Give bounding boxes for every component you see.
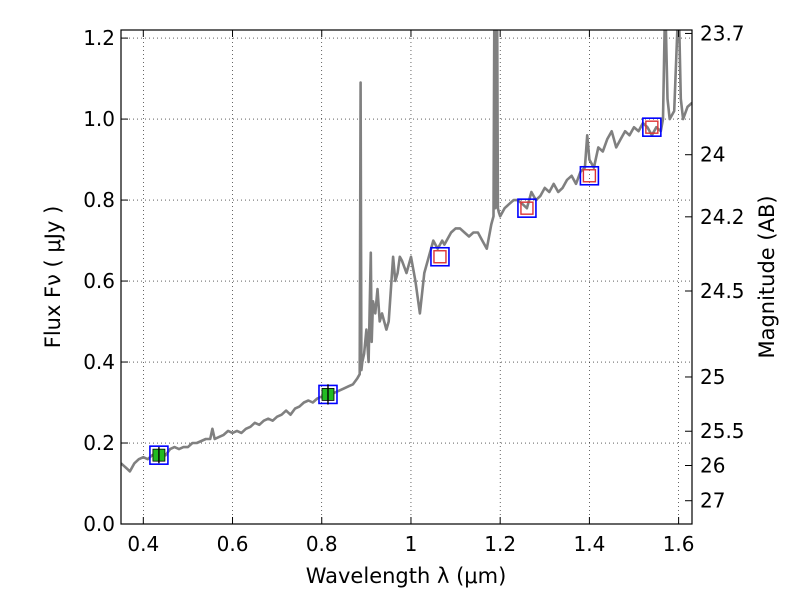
band-box-marker — [642, 117, 662, 137]
model-band-marker — [433, 250, 447, 264]
y-axis-label: Flux Fν ( μJy ) — [41, 206, 65, 349]
y-tick-label: 1.2 — [83, 26, 115, 50]
y-tick-label: 0.6 — [83, 269, 115, 293]
y2-tick-label: 25.5 — [700, 419, 745, 443]
model-band-marker — [645, 120, 659, 134]
plot-background — [121, 30, 692, 524]
x-axis-label: Wavelength λ (μm) — [306, 564, 507, 588]
plot-frame — [120, 29, 693, 525]
model-spectrum-line — [121, 30, 692, 473]
y-tick-label: 0.0 — [83, 512, 115, 536]
model-band-marker — [582, 169, 597, 183]
model-band-marker — [520, 201, 534, 215]
x-tick-label: 0.4 — [127, 532, 159, 556]
axis-ticks: 0.4 0.6 0.8 1 1.2 1.4 1.6 0.0 0.2 0.4 0.6 0.8 1.0 1.2… — [83, 21, 744, 556]
y2-tick-label: 23.7 — [700, 21, 745, 45]
x-tick-label: 1.6 — [663, 532, 695, 556]
band-box-marker — [579, 165, 600, 186]
y-tick-label: 0.4 — [83, 350, 115, 374]
x-tick-label: 1.4 — [573, 532, 605, 556]
y2-tick-label: 25 — [700, 365, 725, 389]
x-tick-label: 0.8 — [306, 532, 338, 556]
x-tick-label: 1.2 — [484, 532, 516, 556]
y2-tick-label: 24.5 — [700, 279, 745, 303]
y-tick-label: 0.8 — [83, 188, 115, 212]
y2-tick-label: 27 — [700, 489, 725, 513]
y-tick-label: 0.2 — [83, 431, 115, 455]
data-series — [121, 30, 692, 473]
y2-tick-label: 26 — [700, 453, 725, 477]
y2-tick-label: 24 — [700, 143, 725, 167]
band-box-marker — [430, 246, 450, 267]
y-tick-label: 1.0 — [83, 107, 115, 131]
band-box-marker — [517, 198, 537, 218]
band-box-marker — [149, 445, 169, 465]
x-tick-label: 0.6 — [217, 532, 249, 556]
x-tick-label: 1 — [405, 532, 418, 556]
y2-axis-label: Magnitude (AB) — [755, 195, 779, 358]
y2-tick-label: 24.2 — [700, 205, 745, 229]
